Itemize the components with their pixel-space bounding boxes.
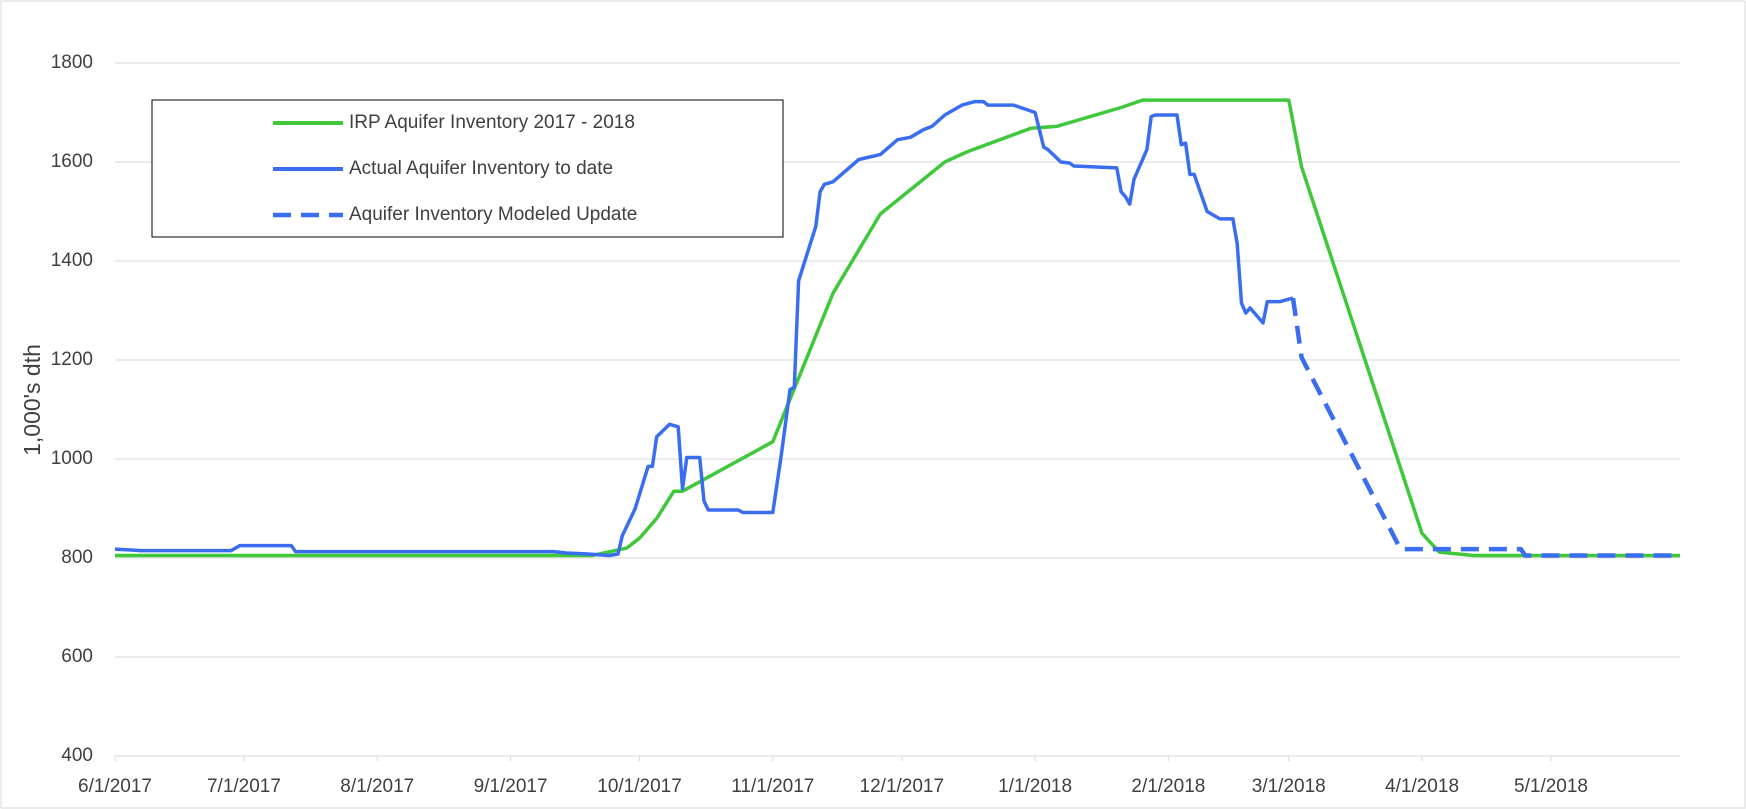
x-tick-label: 2/1/2018 [1131, 776, 1205, 797]
y-tick-label: 1000 [51, 448, 93, 469]
y-tick-label: 1400 [51, 250, 93, 271]
data-line [1290, 297, 1680, 558]
x-tick-label: 11/1/2017 [731, 776, 814, 797]
data-line [115, 98, 1680, 558]
y-tick-label: 1800 [51, 52, 93, 73]
x-tick-label: 4/1/2018 [1385, 776, 1459, 797]
legend-box [151, 99, 784, 238]
x-tick-label: 12/1/2017 [860, 776, 945, 797]
legend-label: Actual Aquifer Inventory to date [349, 158, 613, 179]
y-tick-label: 1600 [51, 151, 93, 172]
legend-label: Aquifer Inventory Modeled Update [349, 204, 637, 225]
legend: IRP Aquifer Inventory 2017 - 2018 Actual … [151, 99, 784, 238]
y-tick-label: 600 [61, 646, 93, 667]
y-tick-label: 800 [61, 547, 93, 568]
x-tick-label: 3/1/2018 [1252, 776, 1326, 797]
y-tick-label: 400 [61, 745, 93, 766]
x-tick-label: 8/1/2017 [340, 776, 414, 797]
x-tick-label: 7/1/2017 [207, 776, 281, 797]
y-axis-label: 1,000's dth [19, 344, 45, 456]
x-tick-label: 10/1/2017 [597, 776, 682, 797]
x-tick-label: 5/1/2018 [1514, 776, 1588, 797]
x-tick-label: 6/1/2017 [78, 776, 152, 797]
y-tick-label: 1200 [51, 349, 93, 370]
data-line [114, 99, 1294, 558]
x-tick-label: 9/1/2017 [474, 776, 548, 797]
legend-label: IRP Aquifer Inventory 2017 - 2018 [349, 112, 635, 133]
x-tick-label: 1/1/2018 [998, 776, 1072, 797]
